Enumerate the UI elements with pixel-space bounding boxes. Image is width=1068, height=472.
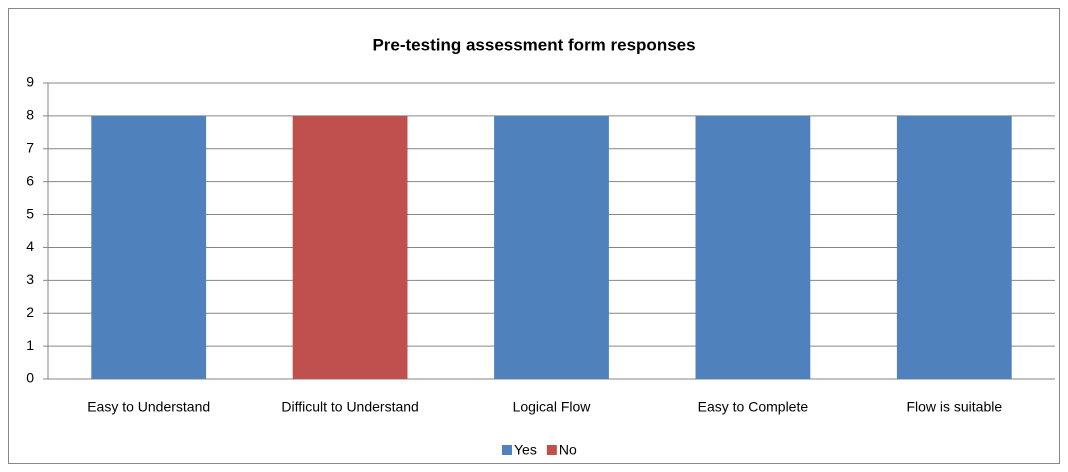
bar [91,115,207,379]
legend-label: No [559,442,577,458]
y-tick-label: 0 [26,370,34,386]
y-tick-label: 2 [26,304,34,320]
y-tick-label: 7 [26,139,34,155]
bar [494,115,609,379]
x-tick-label: Easy to Complete [698,399,809,415]
bar [695,115,811,379]
x-tick-label: Difficult to Understand [281,399,418,415]
y-tick-label: 1 [26,337,34,353]
legend-label: Yes [514,442,537,458]
y-tick-label: 8 [26,107,34,123]
bar [292,115,408,379]
y-tick-label: 3 [26,271,34,287]
legend-swatch [546,445,557,455]
chart-title: Pre-testing assessment form responses [372,35,695,54]
y-tick-label: 5 [26,205,34,221]
x-tick-label: Logical Flow [513,399,592,415]
x-tick-label: Easy to Understand [87,399,210,415]
x-tick-label: Flow is suitable [906,399,1002,415]
legend-swatch [502,445,512,455]
y-tick-label: 9 [26,74,34,90]
bar [896,115,1012,379]
y-tick-label: 6 [26,172,34,188]
y-tick-label: 4 [26,238,34,254]
